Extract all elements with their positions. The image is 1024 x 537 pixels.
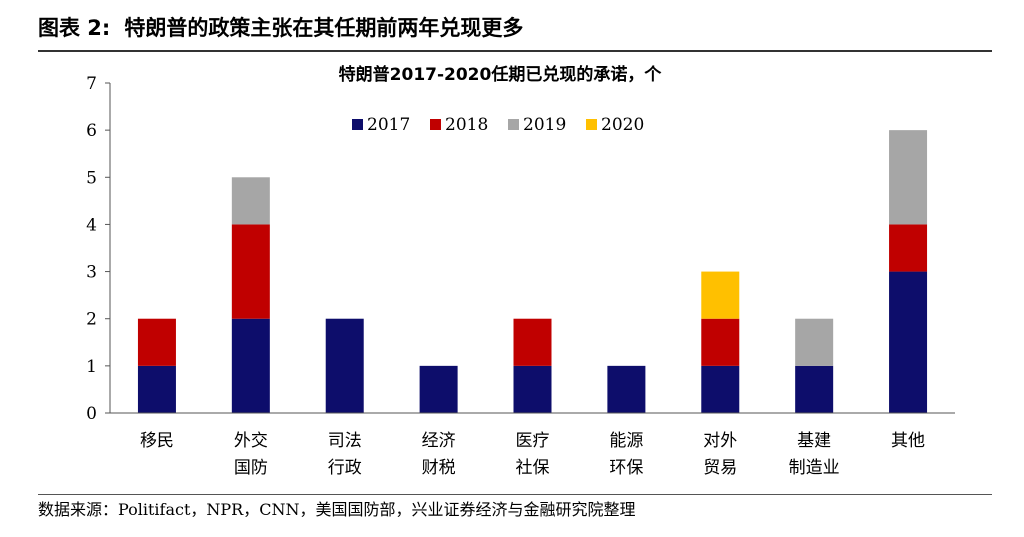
category-label: 行政 — [328, 458, 362, 478]
legend-label-2018: 2018 — [445, 115, 488, 135]
category-label: 司法 — [328, 431, 362, 451]
bar-segment-2017 — [325, 318, 364, 413]
y-tick-label: 1 — [86, 357, 97, 377]
category-label: 能源 — [609, 431, 643, 451]
figure-label: 图表 2: — [38, 16, 111, 40]
legend: 2017 2018 2019 2020 — [352, 115, 644, 135]
category-label: 社保 — [516, 458, 550, 478]
category-label: 基建 — [797, 431, 831, 451]
bar-segment-2019 — [231, 177, 270, 225]
bar-segment-2019 — [795, 318, 834, 366]
category-label: 对外 — [703, 431, 737, 451]
figure-header: 图表 2: 特朗普的政策主张在其任期前两年兑现更多 — [38, 12, 523, 44]
bars — [137, 130, 928, 413]
top-rule — [38, 50, 992, 52]
y-tick-label: 0 — [86, 404, 97, 424]
bar-segment-2017 — [419, 365, 458, 413]
y-axis: 0 1 2 3 4 5 6 7 — [86, 74, 111, 424]
stacked-bar-chart: 特朗普2017-2020任期已兑现的承诺，个 2017 2018 2019 2020 … — [86, 64, 955, 478]
bar-segment-2017 — [137, 365, 176, 413]
bar-segment-2018 — [889, 224, 928, 272]
figure-title: 特朗普的政策主张在其任期前两年兑现更多 — [124, 16, 524, 40]
category-label: 制造业 — [789, 458, 840, 478]
chart-title: 特朗普2017-2020任期已兑现的承诺，个 — [339, 64, 663, 85]
category-label: 国防 — [234, 458, 268, 478]
legend-swatch-2020 — [586, 119, 597, 130]
bar-segment-2018 — [701, 318, 740, 366]
bar-segment-2017 — [701, 365, 740, 413]
category-label: 外交 — [234, 431, 268, 451]
bar-segment-2017 — [513, 365, 552, 413]
source-note: 数据来源：Politifact，NPR，CNN，美国国防部，兴业证券经济与金融研… — [38, 500, 636, 519]
y-tick-label: 7 — [86, 74, 97, 94]
bar-segment-2018 — [231, 224, 270, 319]
y-tick-label: 2 — [86, 310, 97, 330]
legend-swatch-2017 — [352, 119, 363, 130]
category-label: 移民 — [140, 431, 174, 451]
legend-label-2017: 2017 — [367, 115, 410, 135]
bar-segment-2017 — [795, 365, 834, 413]
bar-segment-2018 — [513, 318, 552, 366]
category-label: 环保 — [609, 458, 643, 478]
bar-segment-2017 — [231, 318, 270, 413]
y-tick-label: 3 — [86, 263, 97, 283]
category-label: 财税 — [422, 458, 456, 478]
legend-label-2020: 2020 — [601, 115, 644, 135]
category-label: 医疗 — [516, 431, 550, 451]
legend-swatch-2019 — [508, 119, 519, 130]
y-tick-label: 4 — [86, 215, 97, 235]
bottom-rule — [38, 494, 992, 495]
category-label: 贸易 — [703, 458, 737, 478]
category-label: 其他 — [891, 431, 925, 451]
bar-segment-2020 — [701, 271, 740, 319]
y-tick-label: 6 — [86, 121, 97, 141]
bar-segment-2017 — [889, 271, 928, 413]
bar-segment-2017 — [607, 365, 646, 413]
y-tick-label: 5 — [86, 168, 97, 188]
legend-swatch-2018 — [430, 119, 441, 130]
bar-segment-2018 — [137, 318, 176, 366]
bar-segment-2019 — [889, 130, 928, 225]
category-label: 经济 — [422, 431, 456, 451]
legend-label-2019: 2019 — [523, 115, 566, 135]
